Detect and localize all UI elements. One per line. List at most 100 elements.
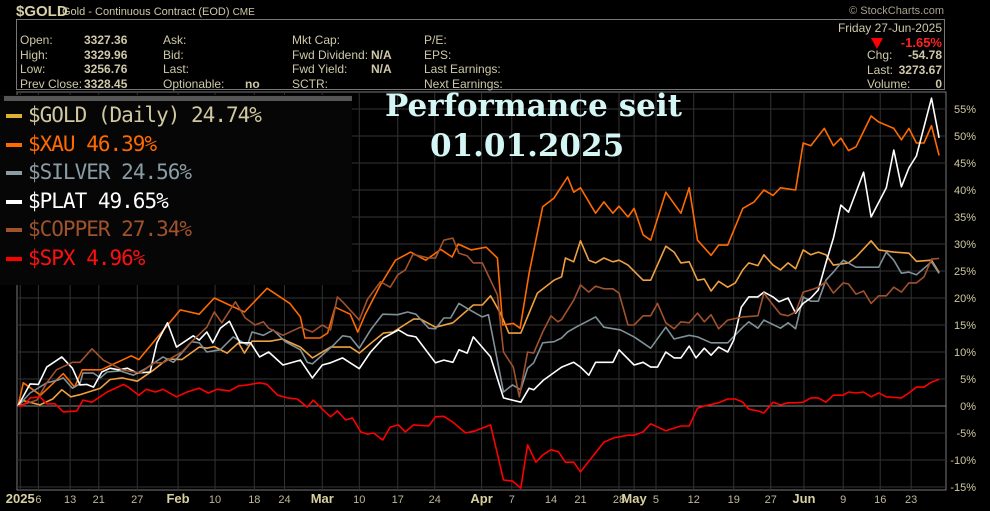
x-tick-label: 6 — [35, 494, 41, 506]
y-tick-label: 20% — [954, 293, 976, 305]
x-tick-label: 5 — [653, 494, 659, 506]
x-tick-label: 17 — [392, 494, 404, 506]
field-value: 3327.36 — [84, 33, 128, 47]
field-label: Low: — [20, 62, 46, 76]
field-value: 3328.45 — [84, 76, 128, 91]
legend-value: 4.96% — [86, 245, 145, 270]
field-label: Volume: — [867, 77, 911, 91]
x-tick-label: 12 — [688, 494, 700, 506]
quote-date: Friday 27-Jun-2025 — [837, 21, 942, 35]
field-value: 0 — [935, 77, 942, 91]
y-tick-label: -5% — [956, 428, 976, 440]
field-value: no — [245, 76, 260, 91]
legend-name: $SPX — [28, 245, 76, 270]
x-tick-label: Feb — [166, 491, 189, 506]
field-label: Last: — [867, 62, 894, 77]
legend-item: $SPX 4.96% — [6, 245, 145, 270]
series-line-silver — [17, 251, 940, 407]
legend-swatch — [6, 228, 22, 232]
y-tick-label: 45% — [954, 158, 976, 170]
x-tick-label: 24 — [278, 494, 290, 506]
x-tick-label: Apr — [470, 491, 492, 506]
legend-swatch — [6, 256, 22, 261]
y-tick-label: 10% — [954, 347, 976, 359]
y-tick-label: 0% — [960, 401, 976, 413]
y-tick-label: 15% — [954, 320, 976, 332]
chart-legend: $GOLD (Daily) 24.74% $XAU 46.39% $SILVER 2… — [0, 95, 352, 285]
x-tick-label: 19 — [728, 494, 740, 506]
x-tick-label: 7 — [509, 494, 515, 506]
y-tick-label: -10% — [950, 455, 976, 467]
x-tick-label: 14 — [545, 494, 557, 506]
field-label: SCTR: — [292, 76, 328, 91]
x-tick-label: 21 — [574, 494, 586, 506]
annotation-title-line1: Performance seit — [385, 88, 682, 124]
x-tick-label: 23 — [905, 494, 917, 506]
field-value: -54.78 — [907, 48, 942, 62]
x-tick-label: May — [621, 491, 647, 506]
x-tick-label: 27 — [765, 494, 777, 506]
watermark: © StockCharts.com — [849, 5, 944, 17]
y-tick-label: 55% — [954, 104, 976, 116]
x-axis: 2025 6 13 21 27 Feb 10 18 24 Mar 10 17 24 Apr 7 14 21 28M… — [6, 491, 917, 506]
x-tick-label: 21 — [93, 494, 105, 506]
field-value: N/A — [371, 62, 392, 76]
x-tick-label: 18 — [248, 494, 260, 506]
quote-header — [16, 19, 945, 90]
chart-series — [17, 97, 940, 489]
y-tick-label: 50% — [954, 131, 976, 143]
description: Gold - Continuous Contract (EOD) — [62, 6, 230, 18]
y-tick-label: 40% — [954, 185, 976, 197]
legend-value: 24.56% — [121, 160, 192, 184]
y-tick-label: 30% — [954, 239, 976, 251]
field-label: P/E: — [424, 33, 447, 47]
legend-value: 49.65% — [97, 188, 169, 213]
y-tick-label: -15% — [950, 482, 976, 494]
x-tick-label: 16 — [874, 494, 886, 506]
x-tick-label: 9 — [840, 494, 846, 506]
legend-value: 24.74% — [191, 103, 262, 127]
x-tick-label: 27 — [131, 494, 143, 506]
field-value: 3329.96 — [84, 47, 128, 62]
legend-swatch — [6, 171, 22, 175]
field-label: Last Earnings: — [424, 62, 501, 76]
legend-swatch — [6, 142, 22, 147]
field-value: N/A — [371, 47, 392, 62]
field-value: 3273.67 — [898, 62, 942, 77]
legend-name: $GOLD (Daily) — [28, 103, 180, 127]
field-label: EPS: — [424, 47, 452, 62]
x-tick-label: 28 — [613, 494, 625, 506]
annotation-title-line2: 01.01.2025 — [430, 128, 625, 164]
x-tick-label: Jun — [792, 491, 815, 506]
field-label: Prev Close: — [20, 76, 83, 91]
down-arrow-icon — [871, 38, 883, 49]
field-label: Fwd Yield: — [292, 62, 348, 76]
legend-name: $SILVER — [28, 160, 111, 184]
x-tick-label: 13 — [64, 494, 76, 506]
symbol: $GOLD — [16, 3, 68, 20]
legend-item: $SILVER 24.56% — [6, 160, 192, 184]
series-line-golddaily — [17, 240, 940, 407]
field-label: Fwd Dividend: — [292, 47, 369, 62]
field-label: Open: — [20, 33, 53, 47]
y-tick-label: 5% — [960, 374, 976, 386]
exchange: CME — [232, 7, 255, 18]
legend-item: $COPPER 27.34% — [6, 217, 192, 241]
legend-swatch — [6, 114, 22, 118]
x-tick-label: 24 — [429, 494, 441, 506]
x-tick-label: 10 — [353, 494, 365, 506]
field-label: Last: — [163, 62, 190, 76]
field-label: High: — [20, 47, 49, 62]
legend-value: 46.39% — [86, 131, 157, 156]
x-tick-label: 2025 — [6, 491, 35, 506]
legend-item: $XAU 46.39% — [6, 131, 157, 156]
y-axis: 55% 50% 45% 40% 35% 30% 25% 20% 15% 10% 5% 0% -5% -10… — [950, 104, 976, 494]
legend-item: $GOLD (Daily) 24.74% — [6, 103, 262, 127]
legend-top-bar — [4, 96, 352, 101]
series-line-spx — [18, 378, 940, 489]
series-line-plat — [17, 97, 940, 407]
change-percent: -1.65% — [900, 35, 942, 50]
legend-swatch — [6, 199, 22, 204]
field-label: Next Earnings: — [424, 76, 503, 91]
